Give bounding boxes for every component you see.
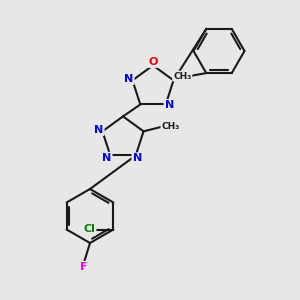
Text: N: N <box>124 74 134 84</box>
Text: N: N <box>133 154 142 164</box>
Text: Cl: Cl <box>83 224 95 235</box>
Text: N: N <box>102 153 111 163</box>
Text: F: F <box>80 262 88 272</box>
Text: O: O <box>148 57 158 67</box>
Text: CH₃: CH₃ <box>161 122 180 131</box>
Text: N: N <box>165 100 174 110</box>
Text: N: N <box>94 125 104 135</box>
Text: CH₃: CH₃ <box>173 72 191 81</box>
